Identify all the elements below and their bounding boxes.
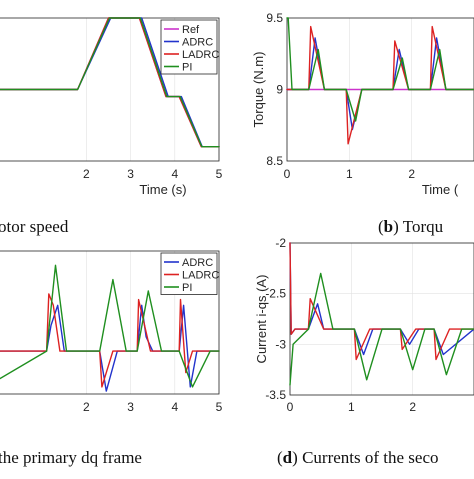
x-axis-label: Time (s): [139, 182, 186, 197]
caption-a: otor speed: [0, 217, 69, 236]
x-tick-label: 4: [171, 400, 178, 414]
x-tick-label: 2: [83, 400, 90, 414]
y-tick-label: -3.5: [265, 388, 286, 402]
y-tick-label: -3: [275, 337, 286, 351]
y-tick-label: -2: [275, 236, 286, 250]
x-tick-label: 4: [171, 167, 178, 181]
series-line-ladrc: [289, 242, 474, 361]
x-tick-label: 1: [348, 400, 355, 414]
legend-entry: Ref: [182, 24, 200, 36]
x-tick-label: 5: [216, 167, 223, 181]
x-tick-label: 3: [127, 400, 134, 414]
legend-entry: LADRC: [182, 49, 219, 61]
legend-entry: LADRC: [182, 270, 219, 282]
y-tick-label: 9: [276, 83, 283, 97]
caption-c: the primary dq frame: [0, 448, 142, 467]
x-tick-label: 5: [216, 400, 223, 414]
legend-entry: PI: [182, 282, 192, 294]
legend-entry: PI: [182, 62, 192, 74]
y-tick-label: 8.5: [266, 154, 283, 168]
series-line-pi: [0, 17, 220, 148]
chart-b: 0 1 2 8.5 9 9.5 Time ( Torque (N.m): [251, 11, 474, 197]
chart-d: 0 1 2 -2 -2.5 -3 -3.5 Current i-qs (A): [254, 236, 474, 414]
caption-d: (d) Currents of the seco: [277, 448, 439, 467]
x-tick-label: 0: [287, 400, 294, 414]
x-tick-label: 2: [408, 167, 415, 181]
legend-entry: ADRC: [182, 257, 213, 269]
x-tick-label: 2: [83, 167, 90, 181]
series-line-pi: [289, 272, 474, 386]
x-tick-label: 3: [127, 167, 134, 181]
x-tick-label: 0: [284, 167, 291, 181]
y-axis-label: Torque (N.m): [251, 52, 266, 128]
x-tick-label: 1: [346, 167, 353, 181]
x-tick-label: 2: [409, 400, 416, 414]
plot-frame: [0, 250, 220, 395]
caption-b: (b) Torqu: [378, 217, 444, 236]
y-axis-label: Current i-qs (A): [254, 275, 269, 364]
plot-frame: [289, 242, 474, 396]
y-tick-label: 9.5: [266, 11, 283, 25]
x-axis-label: Time (: [422, 182, 459, 197]
series-line-pi: [0, 264, 220, 388]
series-line-pi: [286, 17, 474, 122]
y-tick-label: -2.5: [265, 287, 286, 301]
legend-entry: ADRC: [182, 37, 213, 49]
